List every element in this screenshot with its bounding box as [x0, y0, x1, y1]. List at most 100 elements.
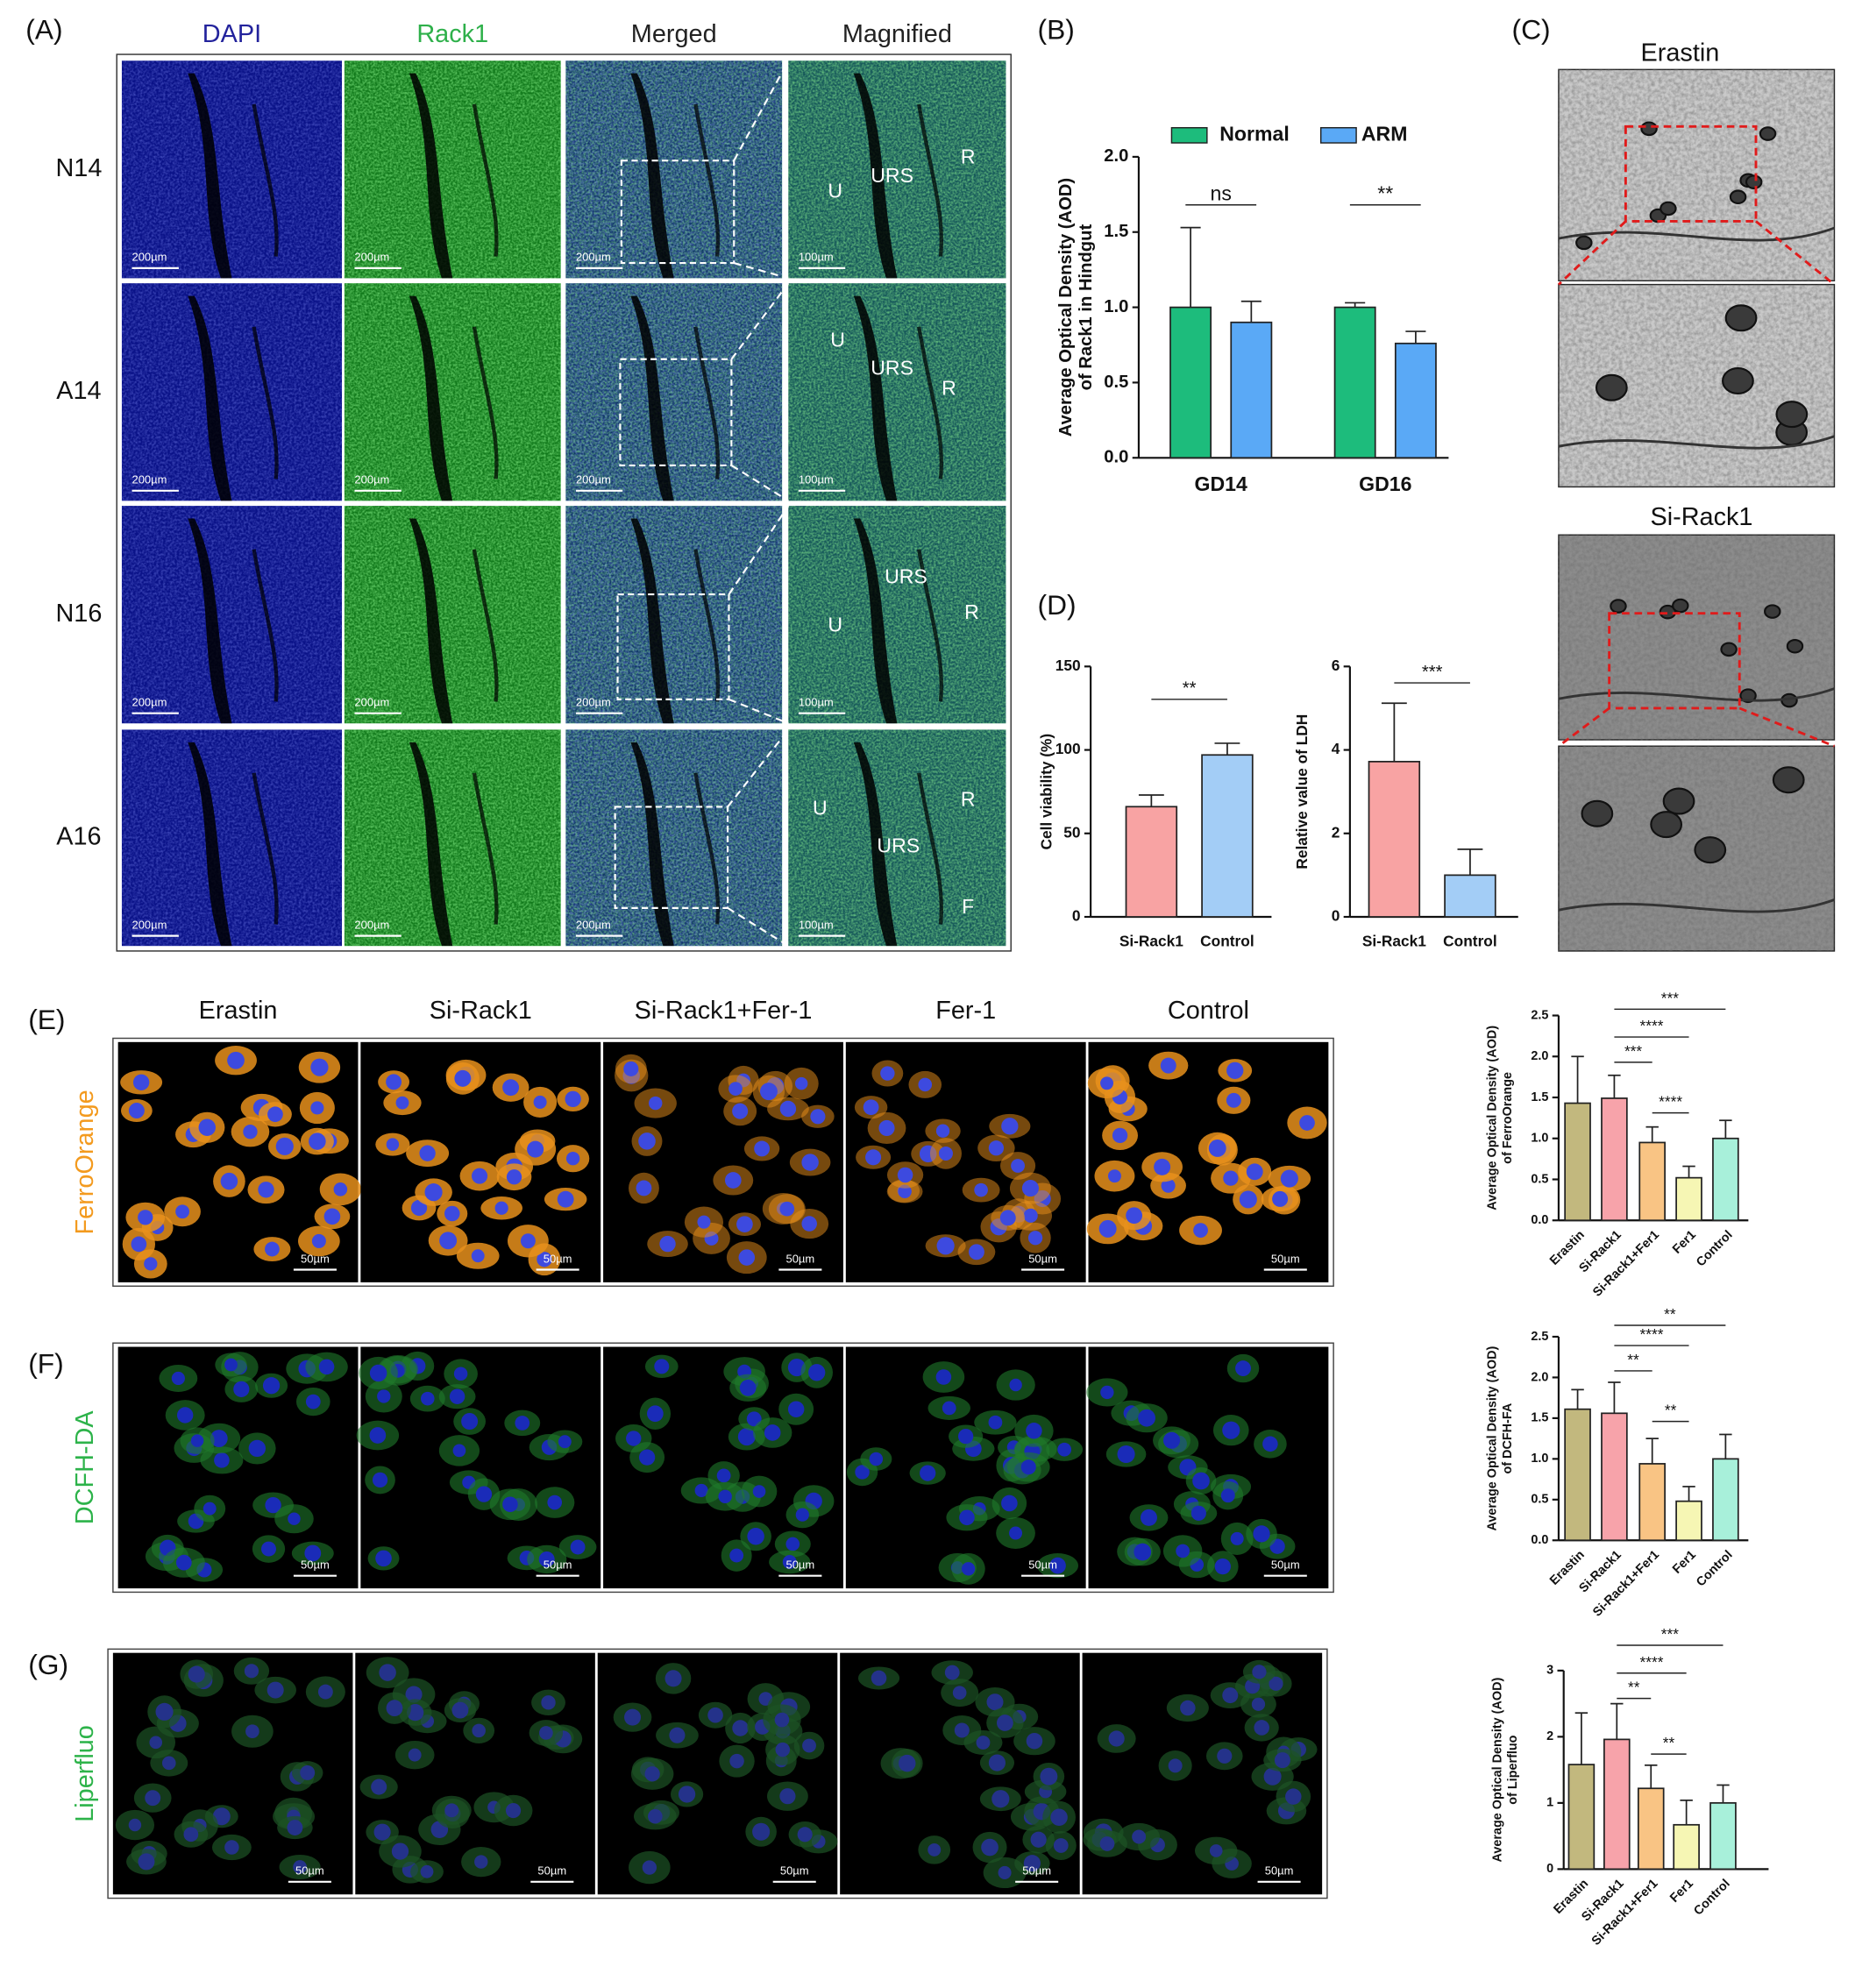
nucleus — [1222, 1421, 1240, 1439]
nucleus — [190, 1434, 204, 1447]
mitochondrion — [1729, 189, 1747, 205]
nucleus — [410, 1199, 428, 1217]
nucleus — [775, 1742, 791, 1757]
em-title: Si-Rack1 — [1650, 503, 1752, 531]
scale-bar-label: 50µm — [1028, 1558, 1057, 1572]
nucleus — [461, 1413, 479, 1431]
mitochondrion — [1660, 201, 1677, 217]
nucleus — [920, 1465, 936, 1481]
zoom-line — [1738, 706, 1835, 748]
nucleus — [779, 1201, 795, 1217]
row-label: DCFH-DA — [71, 1410, 99, 1525]
scale-bar-label: 200µm — [576, 473, 611, 486]
scale-bar-label: 50µm — [295, 1864, 324, 1878]
significance-label: *** — [1661, 989, 1679, 1006]
nucleus — [304, 1544, 322, 1562]
nucleus — [1009, 1378, 1022, 1392]
nucleus — [541, 1695, 556, 1710]
nucleus — [1226, 1061, 1244, 1079]
mitochondrion — [1722, 366, 1754, 394]
nucleus — [797, 1827, 813, 1842]
y-tick-label: 2.5 — [1531, 1330, 1548, 1344]
nucleus — [638, 1132, 656, 1150]
nucleus — [1220, 1488, 1235, 1503]
lumen — [472, 103, 499, 257]
nucleus — [527, 1140, 544, 1158]
nucleus — [918, 1077, 933, 1092]
y-tick-label: 150 — [1055, 657, 1081, 674]
nucleus — [1132, 1829, 1147, 1844]
zoom-line — [1557, 220, 1627, 286]
nucleus — [665, 1670, 682, 1687]
significance-label: ** — [1665, 1402, 1677, 1419]
nucleus — [1235, 1360, 1251, 1377]
nucleus — [300, 1764, 316, 1780]
nucleus — [444, 1803, 459, 1818]
nucleus — [267, 1681, 284, 1699]
significance-label: ** — [1628, 1679, 1640, 1696]
lumen — [252, 326, 279, 479]
region-label: U — [830, 329, 845, 351]
em-title: Erastin — [1641, 39, 1720, 67]
nucleus — [1253, 1525, 1270, 1543]
nucleus — [1263, 1767, 1282, 1786]
y-tick-label: 3 — [1546, 1664, 1553, 1678]
nucleus — [999, 1210, 1016, 1226]
y-axis-label: Average Optical Density (AOD) — [1486, 1346, 1500, 1531]
significance-label: ** — [1664, 1305, 1676, 1323]
nucleus — [452, 1444, 466, 1458]
y-tick-label: 2 — [1332, 823, 1340, 841]
lumen — [472, 549, 499, 702]
nucleus — [936, 1237, 955, 1255]
mitochondrion — [1610, 599, 1627, 614]
lumen — [472, 326, 499, 479]
y-tick-label: 0.0 — [1531, 1533, 1548, 1547]
nucleus — [210, 1430, 228, 1447]
nucleus — [537, 1252, 552, 1267]
mitochondrion — [1662, 787, 1695, 815]
mitochondrion — [1672, 598, 1689, 614]
scale-bar-label: 50µm — [1271, 1558, 1300, 1572]
nucleus — [954, 1722, 970, 1738]
nucleus — [149, 1736, 163, 1750]
nucleus — [557, 1190, 574, 1208]
zoom-line — [728, 698, 789, 725]
y-axis-label: Average Optical Density (AOD) — [1490, 1678, 1504, 1863]
nucleus — [944, 1665, 960, 1680]
scale-bar-label: 50µm — [786, 1252, 815, 1265]
lumen — [188, 518, 232, 724]
column-header: Si-Rack1+Fer-1 — [635, 997, 813, 1025]
y-tick-label: 1.0 — [1531, 1452, 1548, 1466]
micrograph-texture — [565, 283, 783, 501]
nucleus — [639, 1449, 656, 1466]
nucleus — [678, 1786, 696, 1803]
scale-bar-label: 200µm — [576, 251, 611, 264]
nucleus — [974, 1182, 988, 1197]
membrane — [1558, 898, 1835, 913]
nucleus — [785, 1537, 800, 1551]
row-label: Liperfluo — [71, 1725, 99, 1822]
nucleus — [1100, 1385, 1114, 1400]
lumen — [630, 742, 674, 947]
nucleus — [810, 1109, 826, 1125]
nucleus — [454, 1069, 472, 1087]
y-tick-label: 1.5 — [1531, 1090, 1548, 1104]
nucleus — [502, 1496, 518, 1513]
y-tick-label: 1.5 — [1531, 1411, 1548, 1425]
scale-bar-label: 50µm — [301, 1252, 330, 1265]
nucleus — [863, 1099, 879, 1116]
nucleus — [310, 1101, 324, 1115]
nucleus — [647, 1405, 664, 1423]
panel-label: (B) — [1038, 13, 1075, 45]
nucleus — [262, 1377, 281, 1395]
em-texture — [1558, 69, 1835, 281]
mitochondrion — [1581, 799, 1614, 827]
legend-swatch — [1319, 126, 1357, 144]
nucleus — [1180, 1700, 1196, 1716]
nucleus — [565, 1090, 581, 1108]
nucleus — [565, 1152, 580, 1166]
bar — [1709, 1802, 1737, 1871]
significance-label: ** — [1377, 181, 1393, 204]
nucleus — [1252, 1665, 1267, 1679]
nucleus — [732, 1103, 749, 1119]
